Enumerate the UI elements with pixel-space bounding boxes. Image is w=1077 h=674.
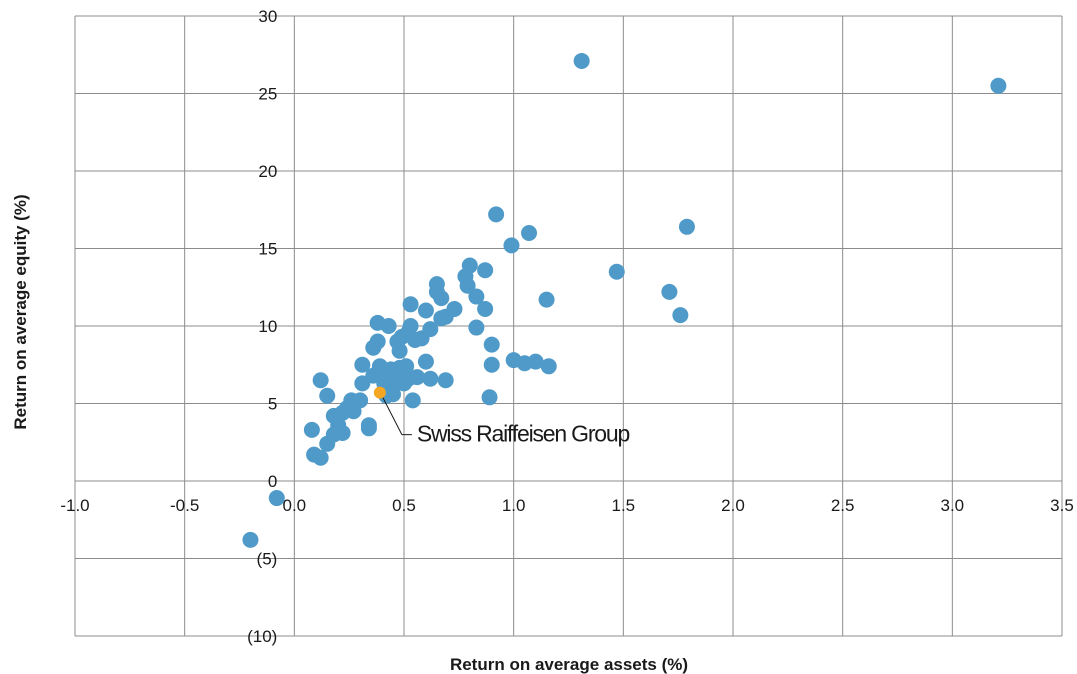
- x-tick-label: 1.0: [502, 496, 526, 515]
- data-point: [459, 277, 476, 294]
- highlight-label: Swiss Raiffeisen Group: [417, 421, 630, 447]
- data-point: [268, 490, 285, 507]
- data-point: [521, 225, 538, 241]
- highlight-point: [373, 386, 386, 399]
- data-point: [334, 424, 351, 441]
- data-point: [409, 369, 426, 386]
- data-point: [354, 356, 371, 373]
- x-tick-label: -1.0: [60, 496, 89, 515]
- data-point: [303, 421, 320, 438]
- callout-leader-line: [381, 395, 403, 435]
- data-points: [242, 52, 1007, 548]
- y-tick-label: 5: [268, 395, 277, 414]
- data-point: [468, 319, 485, 336]
- x-tick-label: 0.0: [283, 496, 307, 515]
- data-point: [352, 392, 369, 409]
- data-point: [404, 392, 421, 409]
- data-point: [360, 420, 377, 437]
- x-axis-title: Return on average assets (%): [450, 655, 688, 674]
- y-tick-label: 10: [258, 317, 277, 336]
- data-point: [385, 386, 402, 403]
- data-point: [398, 358, 415, 375]
- x-tick-label: -0.5: [170, 496, 199, 515]
- y-tick-label: (5): [257, 550, 278, 569]
- data-point: [477, 262, 494, 279]
- data-point: [481, 389, 498, 406]
- data-point: [446, 300, 463, 317]
- data-point: [477, 300, 494, 317]
- data-point: [417, 353, 434, 370]
- x-tick-label: 3.0: [941, 496, 965, 515]
- data-point: [437, 372, 454, 389]
- data-point: [483, 336, 500, 353]
- data-point: [483, 356, 500, 373]
- x-tick-label: 2.5: [831, 496, 855, 515]
- data-point: [417, 302, 434, 319]
- data-point: [380, 318, 397, 334]
- chart-grid: [74, 15, 1063, 637]
- y-tick-label: 30: [258, 7, 277, 26]
- x-tick-labels: -1.0 -0.5 0.0 0.5 1.0 1.5 2.0 2.5 3.0 3.5: [60, 496, 1073, 515]
- data-point: [488, 206, 505, 223]
- data-point: [433, 290, 450, 307]
- data-point: [678, 218, 695, 235]
- y-tick-label: 25: [258, 85, 277, 104]
- data-point: [242, 531, 259, 548]
- x-tick-label: 3.5: [1050, 496, 1074, 515]
- x-tick-label: 0.5: [392, 496, 416, 515]
- y-tick-label: 0: [268, 472, 277, 491]
- highlight-group: Swiss Raiffeisen Group: [373, 386, 631, 447]
- data-point: [661, 283, 678, 300]
- data-point: [461, 257, 478, 274]
- data-point: [573, 52, 590, 69]
- data-point: [503, 237, 520, 254]
- y-tick-label: 20: [258, 162, 277, 181]
- data-point: [402, 296, 419, 313]
- data-point: [312, 449, 329, 466]
- data-point: [369, 333, 386, 350]
- y-tick-labels: 30 25 20 15 10 5 0 (5) (10): [247, 7, 277, 646]
- data-point: [422, 321, 439, 338]
- data-point: [672, 307, 689, 324]
- x-tick-label: 1.5: [612, 496, 636, 515]
- y-tick-label: (10): [247, 627, 277, 646]
- data-point: [468, 288, 485, 305]
- data-point: [990, 77, 1007, 94]
- data-point: [608, 263, 625, 280]
- data-point: [527, 353, 544, 370]
- data-point: [312, 372, 329, 389]
- x-tick-label: 2.0: [721, 496, 745, 515]
- data-point: [538, 291, 555, 308]
- data-point: [540, 358, 557, 375]
- data-point: [391, 342, 408, 359]
- y-tick-label: 15: [258, 240, 277, 259]
- data-point: [319, 387, 336, 404]
- y-axis-title: Return on average equity (%): [11, 194, 30, 429]
- data-point: [422, 370, 439, 387]
- data-point: [402, 318, 419, 334]
